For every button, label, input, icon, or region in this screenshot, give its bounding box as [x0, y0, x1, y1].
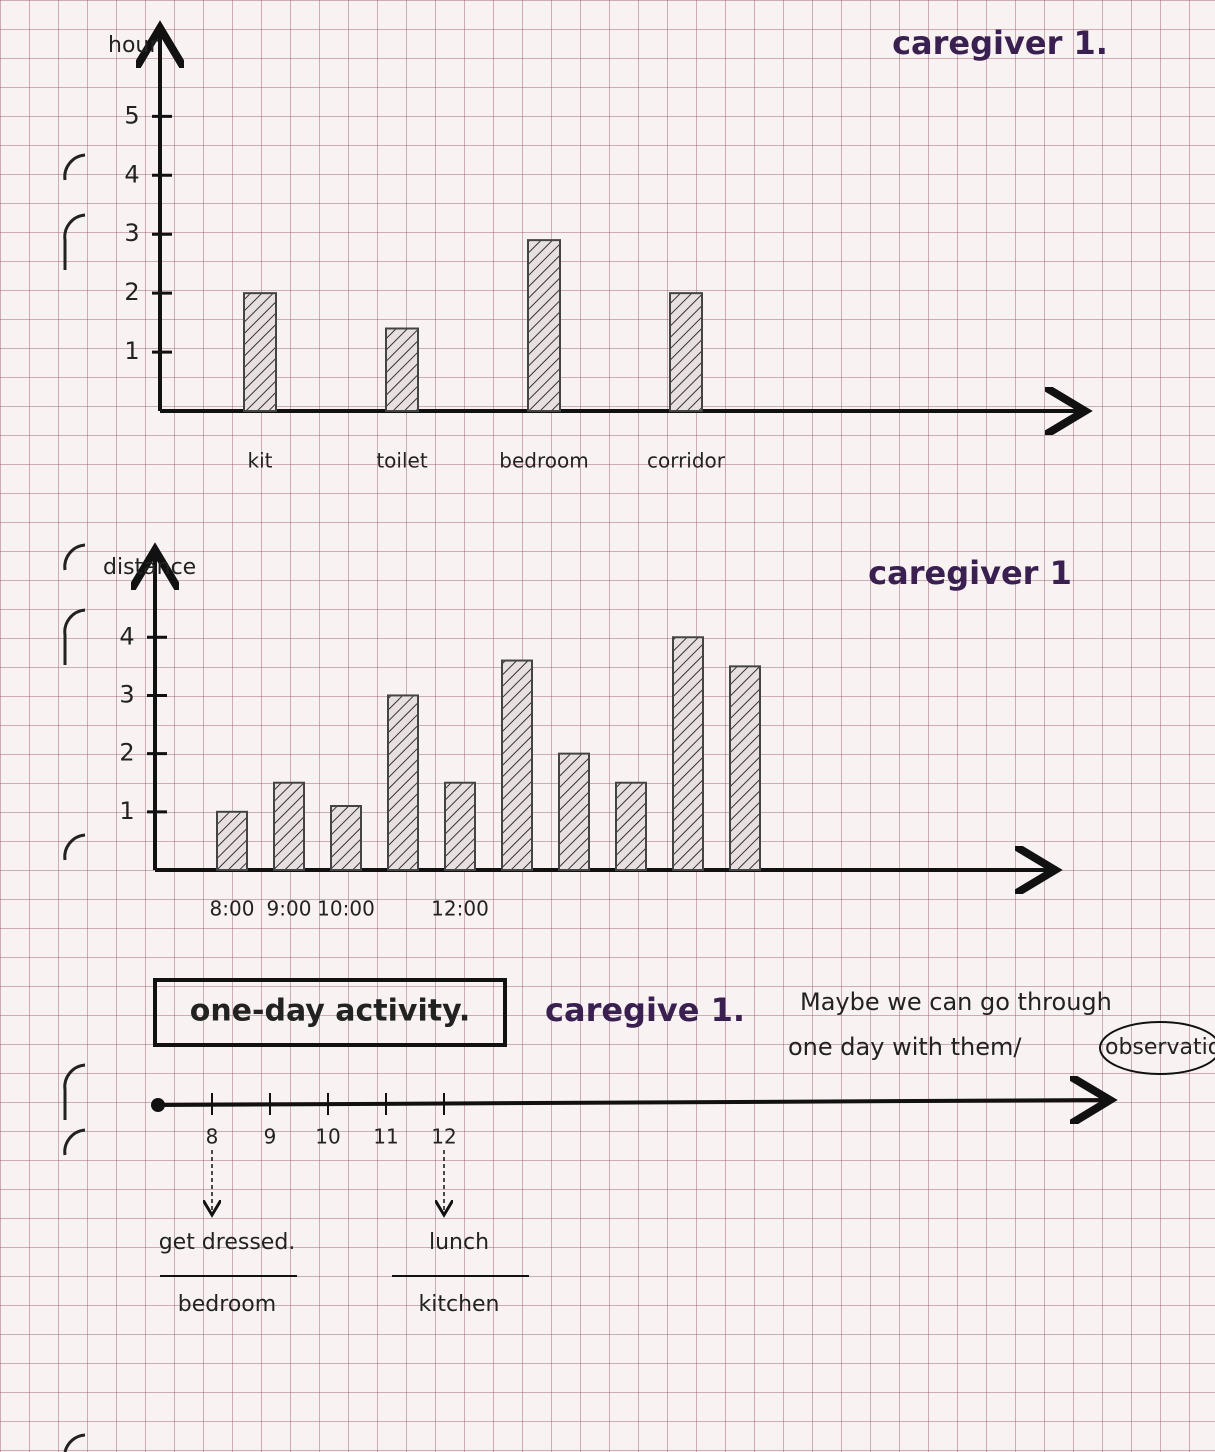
y-tick-label: 4: [119, 622, 134, 650]
y-tick-label: 3: [119, 680, 134, 708]
x-tick-label: 10:00: [317, 897, 375, 921]
y-tick-label: 5: [124, 101, 139, 129]
x-tick-label: 8:00: [210, 897, 255, 921]
event-room: kitchen: [419, 1292, 500, 1317]
y-tick-label: 4: [124, 160, 139, 188]
timeline-tick-label: 10: [315, 1125, 340, 1149]
x-tick-label: 9:00: [267, 897, 312, 921]
chart-title: caregiver 1.: [892, 24, 1108, 62]
note-line: one day with them/: [788, 1033, 1022, 1061]
bar: [558, 752, 590, 871]
event-activity: lunch: [429, 1230, 489, 1255]
bar: [501, 659, 533, 872]
bar: [527, 239, 561, 412]
bar: [243, 292, 277, 412]
bar: [444, 781, 476, 872]
circled-word: observatio: [1105, 1035, 1215, 1060]
timeline-axis: [157, 1100, 1110, 1105]
bar: [672, 636, 704, 871]
bar: [729, 665, 761, 872]
event-activity: get dressed.: [159, 1230, 296, 1255]
y-tick-label: 2: [119, 739, 134, 767]
bar: [387, 694, 419, 871]
x-tick-label: kit: [248, 449, 273, 473]
bar: [669, 292, 703, 412]
bar: [273, 781, 305, 872]
x-tick-label: 12:00: [431, 897, 489, 921]
y-tick-label: 2: [124, 278, 139, 306]
y-axis-label: distance: [103, 555, 196, 580]
timeline-title: one-day activity.: [190, 994, 471, 1029]
bar: [615, 781, 647, 872]
x-tick-label: bedroom: [499, 449, 588, 473]
note-line: Maybe we can go through: [800, 988, 1112, 1016]
timeline-tick-label: 9: [264, 1125, 277, 1149]
bar: [216, 810, 248, 871]
binder-holes: [63, 153, 86, 1452]
bar: [385, 327, 419, 412]
timeline-subtitle: caregive 1.: [545, 991, 745, 1029]
event-room: bedroom: [178, 1292, 276, 1317]
y-tick-label: 3: [124, 219, 139, 247]
chart-title: caregiver 1: [868, 554, 1072, 592]
circle: [1099, 1021, 1215, 1075]
title-box: [153, 978, 507, 1047]
x-tick-label: toilet: [376, 449, 427, 473]
x-tick-label: corridor: [647, 449, 726, 473]
timeline-tick-label: 12: [431, 1125, 456, 1149]
y-tick-label: 1: [119, 797, 134, 825]
timeline-tick-label: 8: [206, 1125, 219, 1149]
timeline-start: [151, 1098, 165, 1112]
y-tick-label: 1: [124, 337, 139, 365]
bar: [330, 805, 362, 871]
y-axis-label: hour: [108, 33, 159, 58]
timeline-tick-label: 11: [373, 1125, 398, 1149]
